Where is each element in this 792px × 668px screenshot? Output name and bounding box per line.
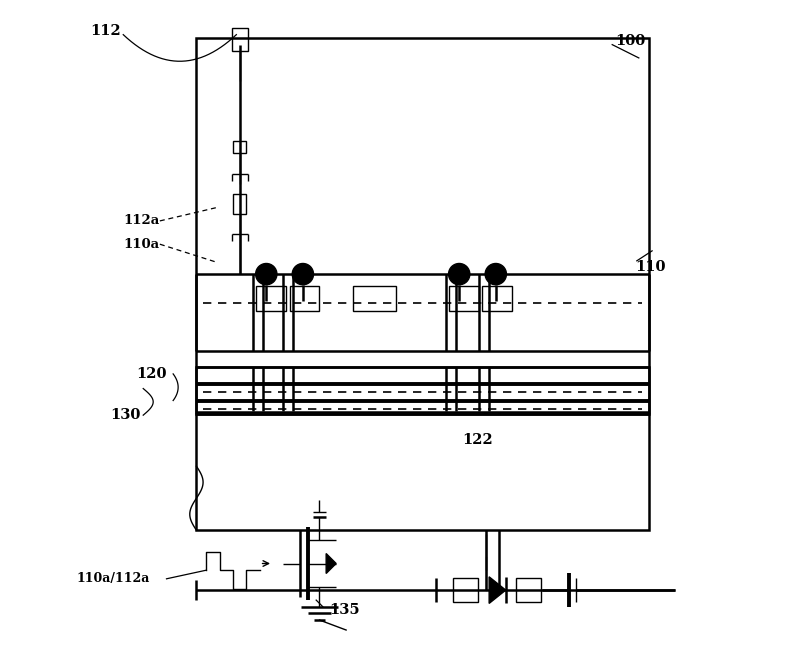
Bar <box>352 287 396 311</box>
Text: 135: 135 <box>329 603 360 617</box>
Bar <box>452 578 478 602</box>
Bar <box>233 194 246 214</box>
Polygon shape <box>326 554 336 574</box>
Polygon shape <box>489 576 506 603</box>
Text: 110a/112a: 110a/112a <box>77 572 150 585</box>
Circle shape <box>292 263 314 285</box>
Circle shape <box>485 263 506 285</box>
Bar <box>196 367 649 413</box>
Text: 112a: 112a <box>124 214 159 227</box>
Circle shape <box>256 263 277 285</box>
Bar <box>290 287 319 311</box>
Bar <box>196 414 649 530</box>
Bar <box>257 287 286 311</box>
Text: 122: 122 <box>463 434 493 448</box>
Text: 110a: 110a <box>124 238 159 250</box>
Bar <box>196 38 649 414</box>
Text: 110: 110 <box>635 261 666 275</box>
Text: 112: 112 <box>90 24 120 38</box>
Bar <box>449 287 479 311</box>
Bar <box>233 141 246 153</box>
Text: 120: 120 <box>136 367 167 381</box>
Bar <box>482 287 512 311</box>
Text: 100: 100 <box>615 34 645 48</box>
Text: 130: 130 <box>110 408 140 422</box>
Circle shape <box>448 263 470 285</box>
Bar <box>232 28 248 51</box>
Bar <box>516 578 541 602</box>
